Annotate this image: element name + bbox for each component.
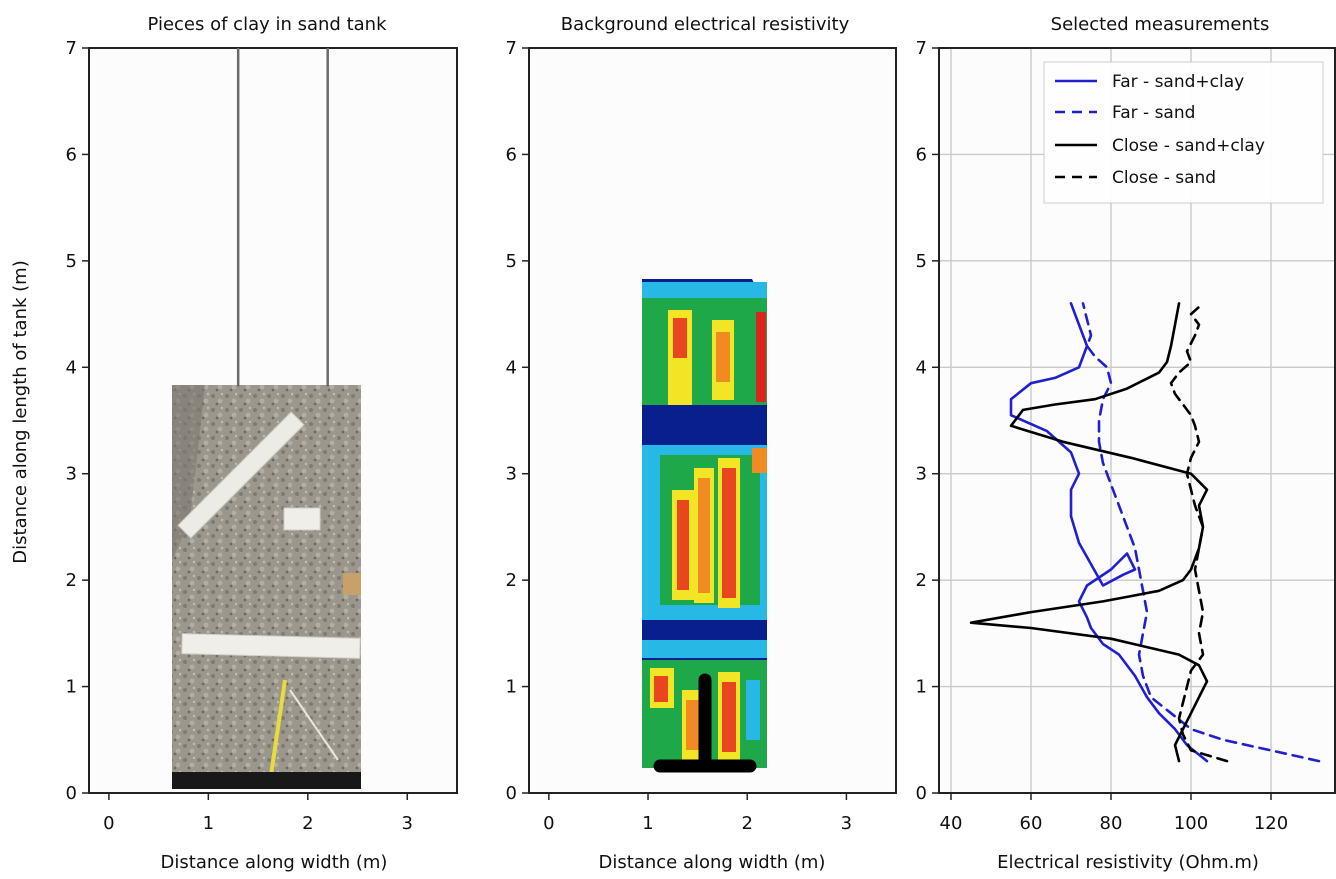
x-tick-label: 2	[302, 813, 313, 834]
panel-clay-photo: Pieces of clay in sand tank 0 1 2 3 4 5 6 7 0 1 2…	[10, 14, 458, 873]
legend-label: Far - sand	[1112, 103, 1195, 123]
map-band-blue-gap	[642, 405, 767, 445]
legend-label: Close - sand	[1112, 168, 1216, 188]
y-tick-label: 0	[66, 783, 77, 804]
x-tick-label: 40	[940, 813, 963, 834]
panel1-x-axis-label: Distance along width (m)	[161, 852, 388, 873]
series-line-far-sand-clay	[1009, 302, 1209, 763]
y-tick-label: 2	[66, 570, 77, 591]
map-band-red-3	[722, 468, 736, 598]
tank-photo	[172, 385, 361, 789]
legend-item: Close - sand	[1055, 168, 1216, 188]
x-tick-label: 0	[543, 813, 554, 834]
series-line-close-sand	[1169, 302, 1229, 763]
clay-strip-horizontal	[181, 633, 361, 659]
y-tick-label: 7	[506, 38, 517, 59]
x-tick-label: 3	[402, 813, 413, 834]
x-tick-label: 3	[841, 813, 852, 834]
y-tick-label: 5	[916, 251, 927, 272]
panel-selected-measurements: Selected measurements Far - sand+clay Fa…	[916, 14, 1336, 873]
panel3-x-ticks: 40 60 80 100 120	[940, 793, 1288, 834]
series-line-close-sand-clay	[969, 302, 1209, 763]
x-tick-label: 80	[1100, 813, 1123, 834]
x-tick-label: 2	[741, 813, 752, 834]
panel2-y-ticks: 0 1 2 3 4 5 6 7	[506, 38, 529, 804]
clay-block	[283, 507, 321, 531]
y-tick-label: 2	[916, 570, 927, 591]
x-tick-label: 1	[642, 813, 653, 834]
y-tick-label: 4	[916, 357, 927, 378]
map-band-red-low-2	[686, 700, 700, 750]
panel-resistivity-map: Background electrical resistivity	[506, 14, 897, 873]
panel2-x-axis-label: Distance along width (m)	[599, 852, 826, 873]
y-tick-label: 6	[66, 144, 77, 165]
panel3-title: Selected measurements	[1051, 14, 1270, 35]
guide-lines	[236, 48, 329, 387]
x-tick-label: 100	[1174, 813, 1208, 834]
map-band-red-low-1	[654, 676, 668, 702]
y-tick-label: 2	[506, 570, 517, 591]
y-tick-label: 6	[916, 144, 927, 165]
legend-label: Close - sand+clay	[1112, 136, 1265, 156]
photo-dark-base	[172, 772, 361, 789]
legend-box	[1043, 61, 1324, 204]
clay-strip-diagonal	[177, 411, 305, 539]
photo-shadow	[172, 385, 205, 560]
y-tick-label: 4	[506, 357, 517, 378]
y-tick-label: 0	[916, 783, 927, 804]
x-tick-label: 0	[103, 813, 114, 834]
y-tick-label: 3	[506, 464, 517, 485]
x-tick-label: 120	[1254, 813, 1288, 834]
legend-item: Far - sand+clay	[1055, 72, 1244, 92]
y-tick-label: 3	[916, 464, 927, 485]
legend: Far - sand+clay Far - sand Close - sand+…	[1043, 61, 1324, 204]
legend-item: Close - sand+clay	[1055, 136, 1265, 156]
wood-piece	[343, 573, 361, 595]
y-tick-label: 5	[506, 251, 517, 272]
y-tick-label: 1	[916, 677, 927, 698]
y-tick-label: 3	[66, 464, 77, 485]
map-band-red-2	[698, 478, 710, 593]
resistivity-map	[642, 279, 767, 773]
panel1-x-ticks: 0 1 2 3	[103, 793, 413, 834]
map-band-red-edge	[756, 312, 766, 402]
y-tick-label: 0	[506, 783, 517, 804]
photo-rope	[289, 689, 339, 761]
legend-item: Far - sand	[1055, 103, 1195, 123]
panel3-y-ticks: 0 1 2 3 4 5 6 7	[916, 38, 939, 804]
y-axis-label: Distance along length of tank (m)	[10, 260, 31, 563]
panel3-series	[969, 302, 1321, 763]
y-tick-label: 7	[66, 38, 77, 59]
x-tick-label: 60	[1020, 813, 1043, 834]
map-band-orange-mid	[716, 332, 730, 382]
series-line-far-sand	[1081, 302, 1321, 763]
panel3-x-axis-label: Electrical resistivity (Ohm.m)	[997, 852, 1259, 873]
panel2-x-ticks: 0 1 2 3	[543, 793, 852, 834]
y-tick-label: 6	[506, 144, 517, 165]
panel1-y-ticks: 0 1 2 3 4 5 6 7	[66, 38, 89, 804]
panel2-title: Background electrical resistivity	[561, 14, 850, 35]
map-band-red-1	[677, 500, 689, 590]
panel3-frame	[938, 47, 1336, 794]
map-band-red-low-3	[722, 682, 736, 752]
measuring-tape	[268, 679, 287, 783]
y-tick-label: 1	[506, 677, 517, 698]
x-tick-label: 1	[203, 813, 214, 834]
map-band-cyan-edge	[746, 680, 760, 740]
y-tick-label: 5	[66, 251, 77, 272]
y-tick-label: 7	[916, 38, 927, 59]
legend-label: Far - sand+clay	[1112, 72, 1244, 92]
y-tick-label: 1	[66, 677, 77, 698]
map-band-cyan-low	[642, 640, 767, 658]
panel1-title: Pieces of clay in sand tank	[148, 14, 388, 35]
map-band-orange-edge	[752, 448, 767, 473]
map-band-red-left	[673, 318, 687, 358]
y-tick-label: 4	[66, 357, 77, 378]
map-band-green-top	[642, 298, 767, 408]
